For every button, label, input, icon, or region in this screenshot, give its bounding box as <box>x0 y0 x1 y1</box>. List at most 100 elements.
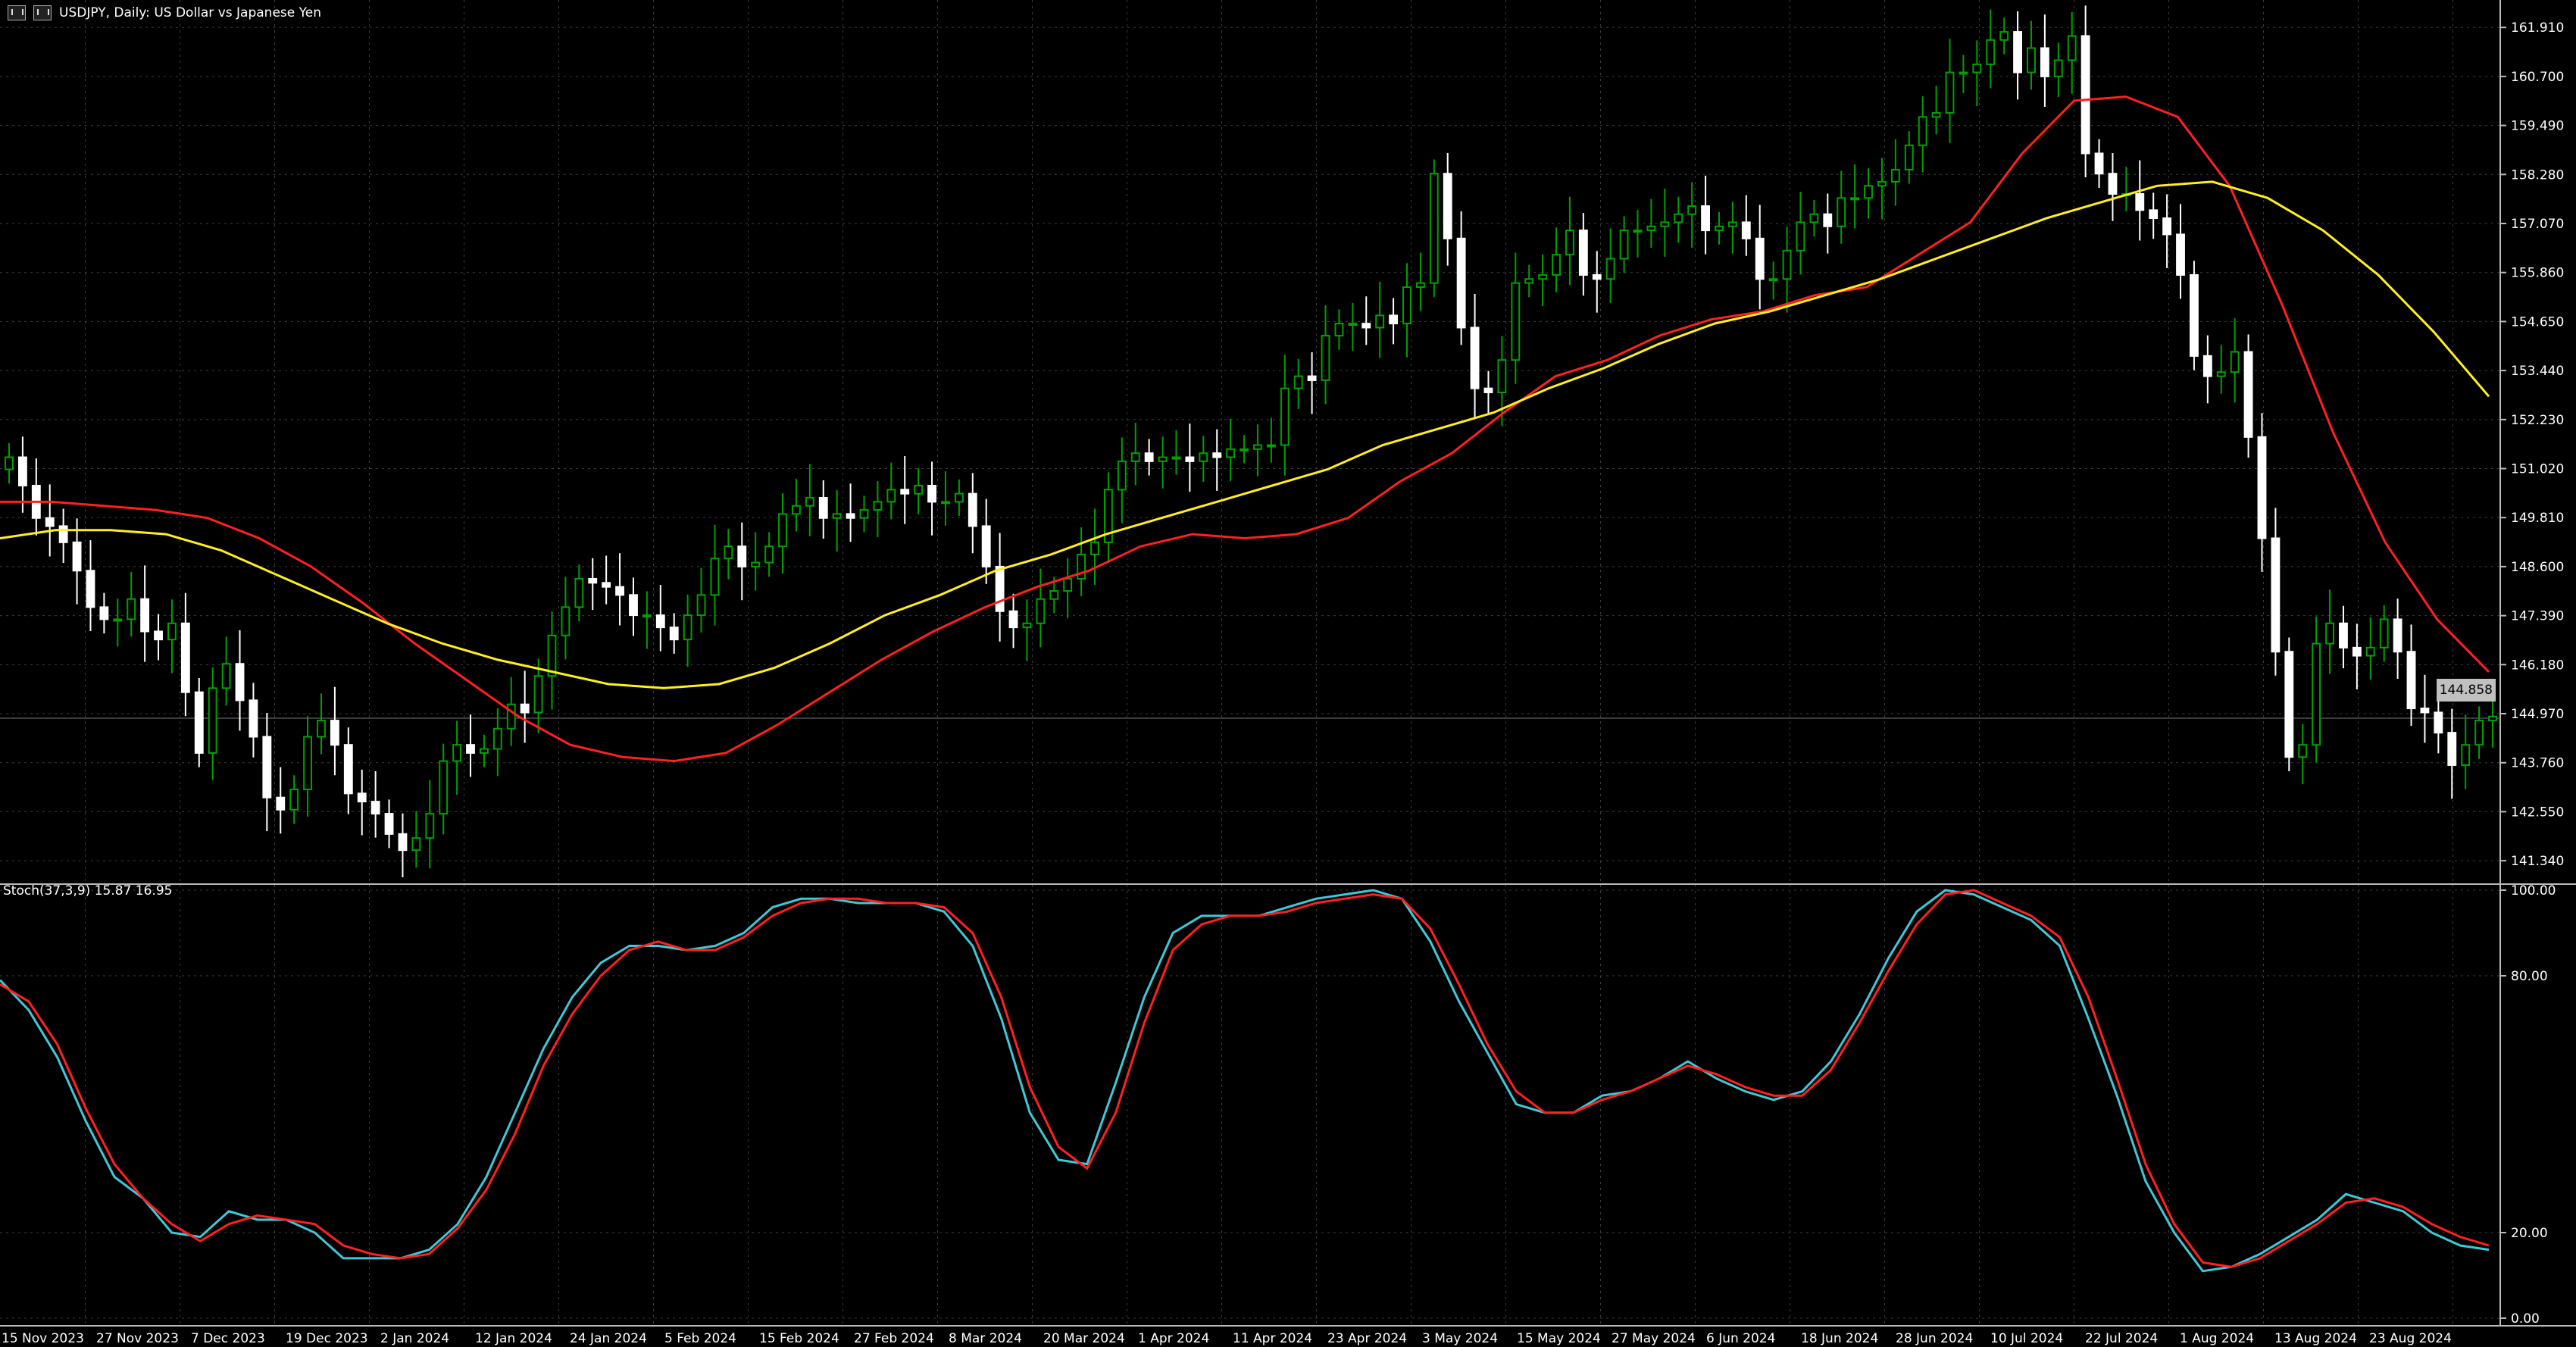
chart-type-icon[interactable] <box>33 5 52 20</box>
candle-body <box>1999 31 2009 41</box>
candle-body <box>900 489 910 495</box>
candle-body <box>2243 351 2253 438</box>
candle-body <box>1321 335 1330 381</box>
candle-body <box>1524 278 1534 284</box>
candle-body <box>2053 59 2063 77</box>
date-tick: 23 Apr 2024 <box>1327 1331 1407 1346</box>
candle-body <box>1049 590 1059 600</box>
candle-body <box>846 513 855 519</box>
date-tick: 7 Dec 2023 <box>191 1331 265 1346</box>
date-tick: 22 Jul 2024 <box>2085 1331 2158 1346</box>
candle-body <box>2108 173 2118 195</box>
candle-body <box>1741 221 1751 239</box>
price-tick: 153.440 <box>2511 364 2564 379</box>
date-tick: 23 Aug 2024 <box>2369 1331 2452 1346</box>
date-tick: 13 Aug 2024 <box>2274 1331 2357 1346</box>
price-tick: 158.280 <box>2511 167 2564 183</box>
candle-body <box>1837 197 1846 227</box>
candle-body <box>2216 371 2226 377</box>
candle-body <box>1240 448 1249 452</box>
price-tick: 151.020 <box>2511 462 2564 477</box>
candle-body <box>58 525 68 543</box>
candle-body <box>1280 387 1290 446</box>
stoch-tick: 0.00 <box>2511 1311 2540 1327</box>
candle-body <box>1592 273 1602 280</box>
price-tick: 147.390 <box>2511 609 2564 624</box>
candle-body <box>466 744 475 754</box>
candle-body <box>2325 622 2334 645</box>
candle-body <box>221 663 231 689</box>
candle-body <box>995 565 1005 612</box>
candle-body <box>167 622 177 641</box>
candle-body <box>968 492 977 527</box>
date-tick: 5 Feb 2024 <box>664 1331 736 1346</box>
candle-body <box>1605 258 1615 280</box>
candle-body <box>194 691 204 754</box>
candle-body <box>235 663 245 702</box>
candle-body <box>1931 112 1941 118</box>
candle-body <box>1646 225 1656 232</box>
candle-body <box>615 586 624 596</box>
price-tick: 146.180 <box>2511 658 2564 673</box>
candle-body <box>1565 230 1574 256</box>
date-tick: 1 Aug 2024 <box>2180 1331 2254 1346</box>
candle-body <box>1470 327 1480 389</box>
candle-body <box>2040 47 2049 77</box>
candle-body <box>2094 152 2104 175</box>
candle-body <box>1796 221 1805 252</box>
candle-body <box>1877 180 1887 187</box>
current-price-tag: 144.858 <box>2436 679 2496 702</box>
candle-body <box>1727 221 1737 227</box>
candle-body <box>2406 651 2416 710</box>
price-tick: 142.550 <box>2511 805 2564 820</box>
candle-body <box>2013 31 2022 73</box>
candle-body <box>2271 537 2281 653</box>
candle-body <box>574 577 584 608</box>
candle-body <box>411 837 421 852</box>
candle-body <box>981 525 991 567</box>
candle-body <box>2149 209 2159 220</box>
date-tick: 27 Feb 2024 <box>854 1331 934 1346</box>
candle-body <box>45 517 55 527</box>
candle-body <box>1755 237 1765 280</box>
price-tick: 159.490 <box>2511 119 2564 134</box>
candle-body <box>520 703 530 714</box>
candle-body <box>1578 230 1588 276</box>
date-tick: 15 May 2024 <box>1517 1331 1601 1346</box>
date-tick: 24 Jan 2024 <box>570 1331 647 1346</box>
candle-body <box>1103 489 1113 543</box>
candle-body <box>1117 460 1127 491</box>
candle-body <box>330 720 339 746</box>
candle-body <box>751 561 761 567</box>
candle-body <box>1375 314 1385 329</box>
candle-body <box>2339 622 2348 648</box>
candle-body <box>480 748 489 754</box>
candle-body <box>249 699 258 738</box>
candle-body <box>1633 230 1643 233</box>
candle-body <box>1538 273 1548 280</box>
price-tick: 149.810 <box>2511 511 2564 526</box>
candle-body <box>1850 197 1860 201</box>
candle-body <box>1185 456 1195 462</box>
candle-body <box>1715 225 1724 232</box>
candle-body <box>832 513 842 519</box>
date-tick: 19 Dec 2023 <box>286 1331 368 1346</box>
candle-body <box>1253 444 1262 450</box>
candle-body <box>1918 116 1927 146</box>
candle-body <box>1389 314 1399 325</box>
candle-body <box>154 630 163 641</box>
candle-body <box>357 792 367 803</box>
candle-body <box>86 570 95 608</box>
flag-icon[interactable] <box>8 5 26 20</box>
candle-body <box>954 492 964 503</box>
candle-body <box>642 614 652 618</box>
stoch-tick: 80.00 <box>2511 969 2548 984</box>
candle-body <box>72 541 82 572</box>
candle-body <box>1402 286 1411 325</box>
axis-labels: 15 Nov 2023 27 Nov 2023 7 Dec 2023 19 Dec 2… <box>2 20 2564 1346</box>
price-tick: 152.230 <box>2511 413 2564 428</box>
date-tick: 3 May 2024 <box>1422 1331 1498 1346</box>
candle-body <box>1511 282 1521 361</box>
